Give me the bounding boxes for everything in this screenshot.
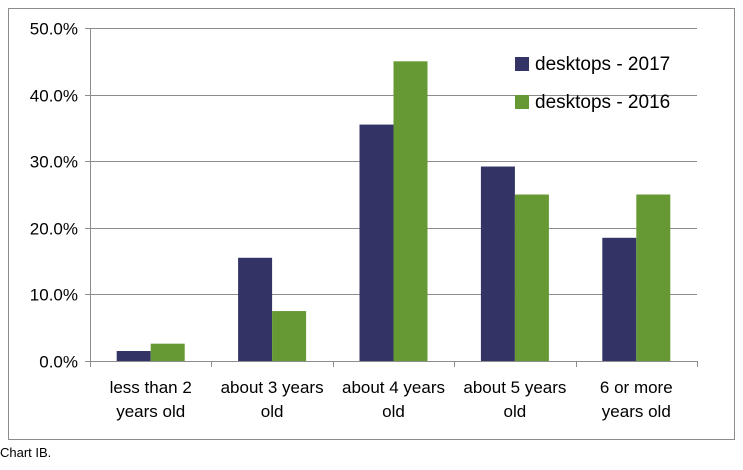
- legend-swatch: [515, 57, 529, 71]
- x-axis-labels: less than 2 years old about 3 years old abou…: [110, 378, 673, 421]
- bars: [116, 61, 671, 362]
- chart-frame: 0.0% 10.0% 20.0% 30.0% 40.0% 50.0% less than …: [8, 8, 735, 440]
- bar-series-2: [393, 61, 428, 362]
- x-category-label: about 5 years: [463, 378, 566, 397]
- bar-series-2: [514, 194, 549, 361]
- y-tick-label: 50.0%: [30, 20, 78, 39]
- y-tick-label: 0.0%: [39, 353, 78, 372]
- y-tick-label: 30.0%: [30, 153, 78, 172]
- x-category-label: old: [382, 402, 405, 421]
- chart-caption: Chart IB.: [0, 445, 52, 460]
- bar-series-2: [150, 343, 185, 361]
- legend: desktops - 2017 desktops - 2016: [515, 54, 670, 113]
- legend-label: desktops - 2017: [535, 54, 670, 75]
- y-tick-label: 40.0%: [30, 87, 78, 106]
- bar-series-1: [359, 124, 394, 361]
- y-tick-label: 20.0%: [30, 220, 78, 239]
- x-category-label: years old: [602, 402, 671, 421]
- chart-svg: 0.0% 10.0% 20.0% 30.0% 40.0% 50.0% less than …: [8, 8, 735, 440]
- bar-series-1: [480, 166, 515, 361]
- bar-series-2: [636, 194, 671, 361]
- x-category-label: 6 or more: [600, 378, 673, 397]
- chart-border: [8, 8, 735, 440]
- bar-series-1: [238, 257, 273, 361]
- bar-series-1: [116, 351, 151, 361]
- x-category-label: old: [504, 402, 527, 421]
- legend-swatch: [515, 95, 529, 109]
- x-category-label: about 3 years: [221, 378, 324, 397]
- y-axis-ticks: 0.0% 10.0% 20.0% 30.0% 40.0% 50.0%: [30, 20, 90, 372]
- bar-series-1: [602, 237, 637, 361]
- axes: [90, 28, 698, 367]
- legend-label: desktops - 2016: [535, 92, 670, 113]
- x-category-label: less than 2: [110, 378, 192, 397]
- x-category-label: years old: [116, 402, 185, 421]
- x-category-label: about 4 years: [342, 378, 445, 397]
- bar-series-2: [272, 311, 307, 361]
- x-category-label: old: [261, 402, 284, 421]
- y-tick-label: 10.0%: [30, 286, 78, 305]
